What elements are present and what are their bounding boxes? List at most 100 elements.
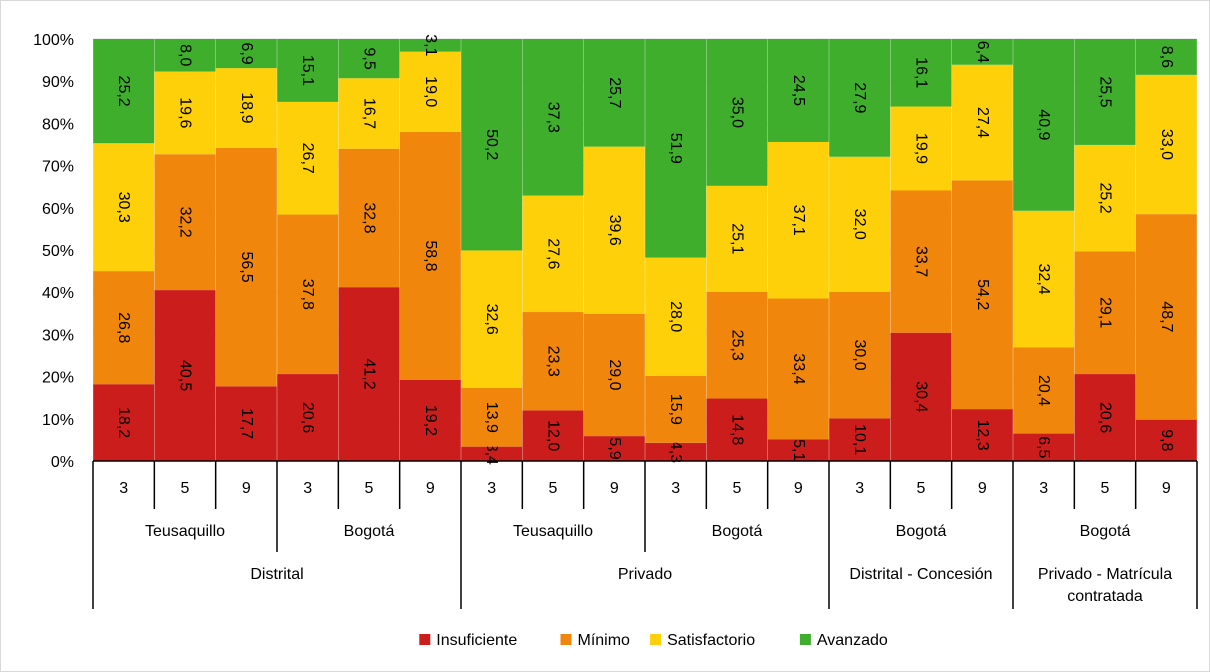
data-label: 40,5 bbox=[177, 360, 194, 391]
data-label: 37,1 bbox=[790, 205, 807, 236]
data-label: 6,4 bbox=[974, 41, 991, 63]
x-tick-label: 5 bbox=[549, 480, 558, 497]
bar-segment bbox=[522, 39, 584, 196]
bar-segment bbox=[829, 418, 891, 461]
legend-swatch bbox=[650, 634, 662, 645]
data-label: 37,3 bbox=[545, 102, 562, 133]
bar-segment bbox=[645, 257, 707, 376]
data-label: 8,0 bbox=[177, 44, 194, 66]
bar-segment bbox=[461, 446, 523, 461]
data-label: 24,5 bbox=[790, 75, 807, 106]
data-label: 26,7 bbox=[299, 143, 316, 174]
data-label: 56,5 bbox=[238, 252, 255, 283]
x-tick-label: 3 bbox=[671, 480, 680, 497]
bar-segment bbox=[1135, 419, 1197, 461]
legend-label: Mínimo bbox=[578, 632, 631, 649]
bar-segment bbox=[1135, 39, 1197, 75]
super-group-label: contratada bbox=[1067, 588, 1143, 605]
data-label: 15,9 bbox=[667, 394, 684, 425]
x-tick-label: 9 bbox=[794, 480, 803, 497]
bar-segment bbox=[338, 78, 400, 149]
data-label: 6,5 bbox=[1035, 436, 1052, 458]
bar-segment bbox=[399, 39, 461, 52]
bar-segment bbox=[1013, 433, 1075, 461]
bar-segment bbox=[93, 143, 155, 272]
data-label: 54,2 bbox=[974, 279, 991, 310]
data-label: 25,2 bbox=[1097, 183, 1114, 214]
data-label: 32,2 bbox=[177, 207, 194, 238]
bar-segment bbox=[522, 410, 584, 461]
bar-segment bbox=[1074, 251, 1136, 375]
bar-segment bbox=[154, 290, 216, 461]
bar-segment bbox=[338, 148, 400, 288]
data-label: 12,0 bbox=[545, 420, 562, 451]
data-label: 25,2 bbox=[115, 76, 132, 107]
bar-segment bbox=[399, 379, 461, 461]
bar-segment bbox=[1135, 214, 1197, 420]
data-label: 25,7 bbox=[606, 77, 623, 108]
bar-segment bbox=[522, 312, 584, 411]
super-group-label: Distrital - Concesión bbox=[849, 566, 992, 583]
bar-segment bbox=[706, 291, 768, 399]
super-group-label: Privado bbox=[618, 566, 672, 583]
data-label: 16,1 bbox=[913, 57, 930, 88]
y-tick-label: 100% bbox=[33, 32, 74, 49]
bar-segment bbox=[829, 39, 891, 157]
group-label: Bogotá bbox=[896, 523, 947, 540]
data-label: 35,0 bbox=[729, 97, 746, 128]
legend-label: Avanzado bbox=[817, 632, 888, 649]
bar-segment bbox=[338, 39, 400, 79]
bar-segment bbox=[951, 180, 1013, 410]
bar-segment bbox=[461, 250, 523, 388]
data-label: 9,8 bbox=[1158, 429, 1175, 451]
bar-segment bbox=[277, 214, 339, 375]
bar-segment bbox=[645, 39, 707, 258]
data-label: 32,8 bbox=[361, 202, 378, 233]
bar-segment bbox=[951, 39, 1013, 65]
data-label: 40,9 bbox=[1035, 109, 1052, 140]
y-tick-label: 0% bbox=[51, 454, 74, 471]
data-label: 3,1 bbox=[422, 34, 439, 56]
data-label: 19,2 bbox=[422, 405, 439, 436]
bar-segment bbox=[1013, 210, 1075, 348]
x-tick-label: 9 bbox=[426, 480, 435, 497]
data-label: 5,9 bbox=[606, 437, 623, 459]
y-tick-label: 80% bbox=[42, 116, 74, 133]
legend-label: Satisfactorio bbox=[667, 632, 755, 649]
data-label: 37,8 bbox=[299, 279, 316, 310]
data-label: 32,6 bbox=[483, 304, 500, 335]
data-label: 32,4 bbox=[1035, 264, 1052, 295]
x-tick-label: 3 bbox=[119, 480, 128, 497]
group-label: Bogotá bbox=[344, 523, 395, 540]
bar-segment bbox=[522, 195, 584, 313]
data-label: 5,1 bbox=[790, 439, 807, 461]
data-label: 39,6 bbox=[606, 215, 623, 246]
data-label: 17,7 bbox=[238, 408, 255, 439]
data-label: 4,3 bbox=[667, 441, 684, 463]
bar-segment bbox=[767, 439, 829, 461]
bar-segment bbox=[890, 332, 952, 461]
bar-segment bbox=[1074, 144, 1136, 252]
data-label: 50,2 bbox=[483, 129, 500, 160]
bar-segment bbox=[583, 146, 645, 314]
y-tick-label: 60% bbox=[42, 201, 74, 218]
bar-segment bbox=[829, 156, 891, 292]
data-label: 33,0 bbox=[1158, 129, 1175, 160]
bar-segment bbox=[461, 387, 523, 447]
bar-segment bbox=[93, 271, 155, 385]
x-tick-label: 9 bbox=[978, 480, 987, 497]
data-label: 27,9 bbox=[851, 82, 868, 113]
data-label: 27,4 bbox=[974, 107, 991, 138]
bar-segment bbox=[215, 386, 277, 461]
y-tick-label: 40% bbox=[42, 285, 74, 302]
data-label: 3,4 bbox=[483, 443, 500, 465]
bar-segment bbox=[1013, 347, 1075, 434]
bar-segment bbox=[645, 442, 707, 461]
x-tick-label: 3 bbox=[487, 480, 496, 497]
bar-segment bbox=[399, 131, 461, 380]
bar-segment bbox=[399, 51, 461, 132]
data-label: 51,9 bbox=[667, 133, 684, 164]
data-label: 23,3 bbox=[545, 346, 562, 377]
x-tick-label: 5 bbox=[365, 480, 374, 497]
y-tick-label: 20% bbox=[42, 370, 74, 387]
